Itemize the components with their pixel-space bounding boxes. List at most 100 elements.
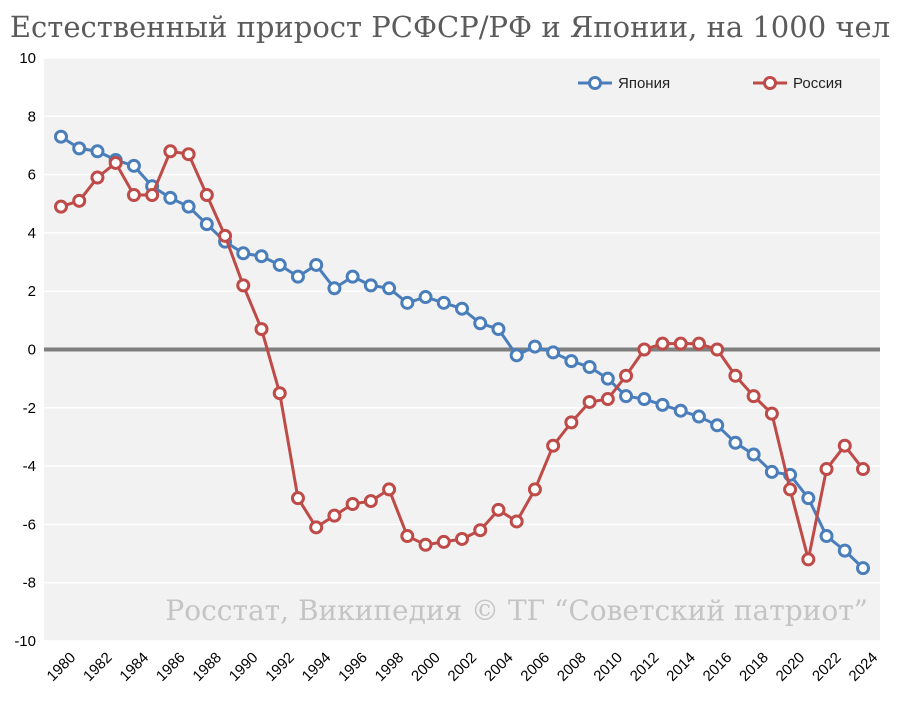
data-point [363, 278, 378, 293]
legend-label: Россия [793, 75, 842, 92]
data-point [746, 447, 761, 462]
x-tick-label: 2002 [445, 649, 481, 685]
data-point [236, 278, 251, 293]
data-point [491, 322, 506, 337]
data-point [400, 529, 415, 544]
x-tick-label: 2022 [809, 649, 845, 685]
data-point [600, 371, 615, 386]
data-point [400, 295, 415, 310]
data-point [655, 397, 670, 412]
data-point [126, 188, 141, 203]
data-point [473, 316, 488, 331]
data-point [837, 438, 852, 453]
data-point [345, 269, 360, 284]
data-point [600, 392, 615, 407]
x-tick-label: 1982 [80, 649, 116, 685]
data-point [145, 188, 160, 203]
data-point [272, 257, 287, 272]
data-point [764, 406, 779, 421]
data-point [509, 514, 524, 529]
x-axis: 1980 1982 1984 1986 1988 1990 1992 1994 1996 1998… [44, 649, 882, 685]
data-point [783, 482, 798, 497]
data-point [546, 345, 561, 360]
data-point [473, 523, 488, 538]
y-axis: 10 8 6 4 2 0 -2 -4 -6 -8 -10 [14, 50, 36, 650]
x-tick-label: 2000 [408, 649, 444, 685]
data-point [582, 394, 597, 409]
data-point [655, 336, 670, 351]
gridlines [44, 57, 880, 642]
data-point [819, 529, 834, 544]
data-point [856, 561, 870, 576]
data-point [72, 193, 87, 208]
data-point [637, 342, 652, 357]
data-point [619, 368, 634, 383]
data-point [126, 158, 141, 173]
y-tick-label: 0 [28, 342, 36, 359]
data-point [564, 415, 579, 430]
data-point [673, 403, 688, 418]
legend-label: Япония [618, 75, 670, 92]
data-point [327, 281, 342, 296]
data-point [746, 389, 761, 404]
data-point [455, 301, 469, 316]
data-point [382, 281, 397, 296]
x-tick-label: 1994 [299, 649, 335, 685]
data-point [90, 170, 105, 185]
data-point [236, 246, 251, 261]
data-point [582, 359, 597, 374]
data-point [163, 144, 178, 159]
y-tick-label: -6 [23, 516, 36, 533]
data-point [181, 199, 196, 214]
data-point [54, 199, 68, 214]
data-point [728, 435, 743, 450]
data-point [345, 496, 360, 511]
data-point [436, 534, 451, 549]
data-point [363, 494, 378, 509]
data-point [199, 188, 214, 203]
y-tick-label: -8 [23, 575, 36, 592]
data-point [163, 190, 178, 205]
x-tick-label: 2008 [554, 649, 590, 685]
data-point [691, 336, 706, 351]
data-point [491, 502, 506, 517]
y-tick-label: 10 [19, 50, 36, 67]
data-point [90, 144, 105, 159]
legend: Япония Россия [578, 75, 842, 92]
data-point [72, 141, 87, 156]
series-group [54, 129, 870, 576]
data-point [637, 392, 652, 407]
data-point [272, 386, 287, 401]
data-point [327, 508, 342, 523]
data-point [290, 491, 305, 506]
data-point [619, 389, 634, 404]
x-tick-label: 1998 [372, 649, 408, 685]
data-point [199, 217, 214, 232]
x-tick-label: 1980 [44, 649, 80, 685]
y-tick-label: 8 [28, 108, 36, 125]
x-tick-label: 1988 [189, 649, 225, 685]
x-tick-label: 2018 [736, 649, 772, 685]
data-point [181, 147, 196, 162]
data-point [382, 482, 397, 497]
x-tick-label: 2020 [773, 649, 809, 685]
x-tick-label: 2010 [590, 649, 626, 685]
data-point [801, 552, 816, 567]
data-point [418, 290, 433, 305]
data-point [564, 354, 579, 369]
data-point [290, 269, 305, 284]
data-point [108, 155, 123, 170]
source-annotation: Росстат, Википедия © ТГ “Советский патри… [165, 594, 868, 627]
data-point [254, 322, 269, 337]
data-point [54, 129, 68, 144]
x-tick-label: 2016 [700, 649, 736, 685]
data-point [509, 348, 524, 363]
data-point [819, 462, 834, 477]
data-point [527, 339, 542, 354]
x-tick-label: 2006 [517, 649, 553, 685]
data-point [254, 249, 269, 264]
data-point [309, 257, 324, 272]
y-tick-label: -2 [23, 400, 36, 417]
legend-marker [763, 76, 777, 90]
data-point [546, 438, 561, 453]
